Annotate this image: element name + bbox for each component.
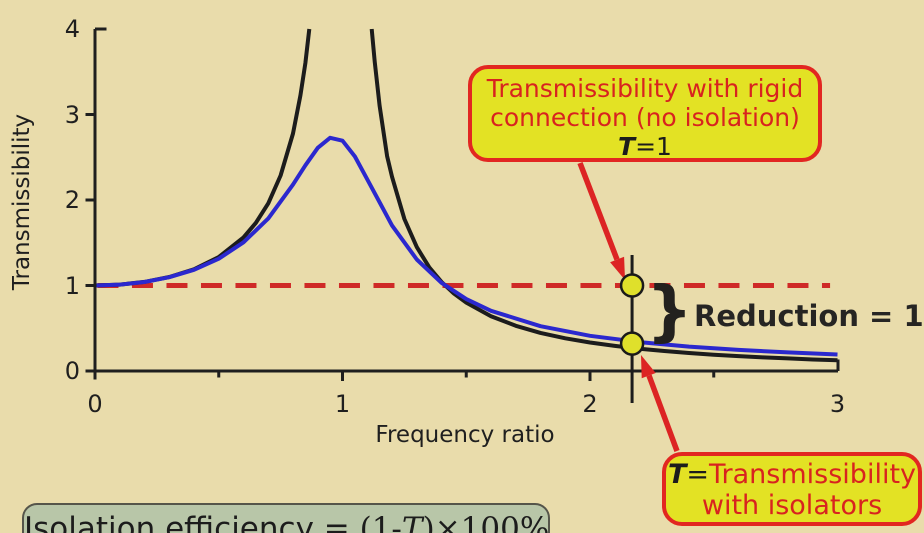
- isolators-callout-line1: T=Transmissibility: [667, 459, 917, 490]
- y-tick-label-2: 2: [64, 186, 80, 214]
- t-value: =1: [635, 132, 672, 161]
- equals-sign: =: [686, 459, 710, 490]
- rigid-connection-point: [619, 273, 645, 298]
- rigid-callout-arrow: [577, 162, 625, 280]
- t-symbol: T: [401, 511, 423, 533]
- x-tick-label-0: 0: [87, 390, 103, 418]
- y-tick-label-1: 1: [64, 271, 80, 300]
- axes: [88, 27, 840, 380]
- y-tick-label-0: 0: [64, 357, 80, 385]
- x-tick-label-3: 3: [829, 390, 846, 418]
- x-tick-label-1: 1: [334, 390, 351, 418]
- t-symbol: T: [667, 459, 687, 490]
- isolators-callout: T=Transmissibility with isolators: [662, 452, 922, 526]
- y-tick-label-4: 4: [64, 15, 80, 43]
- rigid-connection-callout: Transmissibility with rigid connection (…: [468, 65, 822, 162]
- formula-math: (1-T)×100%: [360, 511, 550, 533]
- isolators-callout-line2: with isolators: [701, 490, 883, 521]
- x-axis-label: Frequency ratio: [375, 422, 555, 448]
- isolator-callout-arrow: [641, 355, 680, 452]
- isolation-efficiency-formula: Isolation efficiency = (1-T)×100%: [24, 511, 550, 533]
- x-tick-label-2: 2: [582, 390, 598, 418]
- reduction-brace: }: [646, 272, 693, 349]
- rigid-curve-left-branch: [94, 28, 312, 288]
- y-tick-label-3: 3: [64, 100, 80, 129]
- rigid-callout-line1: Transmissibility with rigid: [486, 74, 804, 103]
- rigid-callout-line3: T=1: [472, 132, 818, 161]
- rigid-curve-right-branch: [369, 28, 838, 363]
- isolator-point: [619, 331, 645, 356]
- rigid-callout-line2: connection (no isolation): [490, 103, 800, 132]
- reduction-label: Reduction = 1-T: [694, 299, 924, 333]
- axis-ticks: [85, 113, 716, 381]
- isolation-efficiency-formula-box: Isolation efficiency = (1-T)×100%: [22, 503, 550, 533]
- t-symbol: T: [618, 132, 636, 161]
